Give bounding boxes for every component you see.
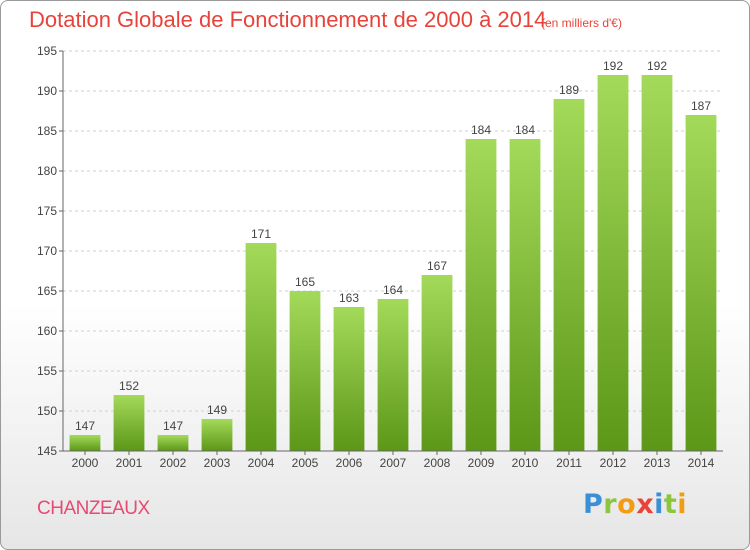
bar	[509, 139, 541, 451]
data-label: 164	[383, 283, 403, 297]
logo-letter: x	[636, 489, 655, 520]
y-tick-label: 195	[37, 44, 57, 58]
y-tick-label: 160	[37, 324, 57, 338]
bar	[465, 139, 497, 451]
logo-letter: t	[663, 489, 678, 520]
bar	[113, 395, 145, 451]
bar	[377, 299, 409, 451]
x-tick-label: 2012	[600, 456, 627, 470]
bar	[69, 435, 101, 451]
x-tick-label: 2014	[688, 456, 715, 470]
y-tick-label: 145	[37, 444, 57, 458]
x-tick-label: 2001	[116, 456, 143, 470]
logo-letter: i	[677, 489, 688, 520]
data-label: 184	[515, 123, 535, 137]
x-tick-label: 2000	[72, 456, 99, 470]
x-tick-label: 2004	[248, 456, 275, 470]
bars	[69, 75, 717, 451]
x-tick-label: 2003	[204, 456, 231, 470]
bar	[421, 275, 453, 451]
proxiti-logo[interactable]: Proxiti	[583, 489, 687, 520]
y-tick-label: 165	[37, 284, 57, 298]
data-label: 187	[691, 99, 711, 113]
x-tick-label: 2007	[380, 456, 407, 470]
bar	[245, 243, 277, 451]
labels: 145 150 155 160 165 170 175 180 185 190 195 147 2000…	[37, 44, 715, 470]
data-label: 189	[559, 83, 579, 97]
x-tick-label: 2009	[468, 456, 495, 470]
logo-letter: P	[583, 489, 604, 520]
bar	[597, 75, 629, 451]
data-label: 163	[339, 291, 359, 305]
logo-letter: i	[654, 489, 664, 520]
bar	[333, 307, 365, 451]
x-tick-label: 2013	[644, 456, 671, 470]
y-tick-label: 175	[37, 204, 57, 218]
data-label: 149	[207, 403, 227, 417]
axes	[59, 50, 723, 455]
x-tick-label: 2010	[512, 456, 539, 470]
unit-note: (en milliers d'€)	[541, 16, 622, 30]
bar	[641, 75, 673, 451]
chart-title: Dotation Globale de Fonctionnement de 20…	[29, 7, 547, 32]
data-label: 147	[75, 419, 95, 433]
bar	[553, 99, 585, 451]
data-label: 152	[119, 379, 139, 393]
data-label: 165	[295, 275, 315, 289]
data-label: 171	[251, 227, 271, 241]
x-tick-label: 2006	[336, 456, 363, 470]
y-tick-label: 190	[37, 84, 57, 98]
logo-letter: o	[617, 489, 637, 520]
bar	[685, 115, 717, 451]
y-tick-label: 185	[37, 124, 57, 138]
logo-letter: r	[603, 489, 618, 520]
x-tick-label: 2005	[292, 456, 319, 470]
y-tick-label: 155	[37, 364, 57, 378]
bar	[289, 291, 321, 451]
bar	[157, 435, 189, 451]
data-label: 167	[427, 259, 447, 273]
x-tick-label: 2008	[424, 456, 451, 470]
bar	[201, 419, 233, 451]
x-tick-label: 2011	[556, 456, 582, 470]
y-tick-label: 180	[37, 164, 57, 178]
data-label: 184	[471, 123, 491, 137]
y-tick-label: 150	[37, 404, 57, 418]
y-tick-label: 170	[37, 244, 57, 258]
data-label: 192	[603, 59, 623, 73]
commune-name: CHANZEAUX	[37, 498, 150, 519]
data-label: 147	[163, 419, 183, 433]
x-tick-label: 2002	[160, 456, 187, 470]
data-label: 192	[647, 59, 667, 73]
